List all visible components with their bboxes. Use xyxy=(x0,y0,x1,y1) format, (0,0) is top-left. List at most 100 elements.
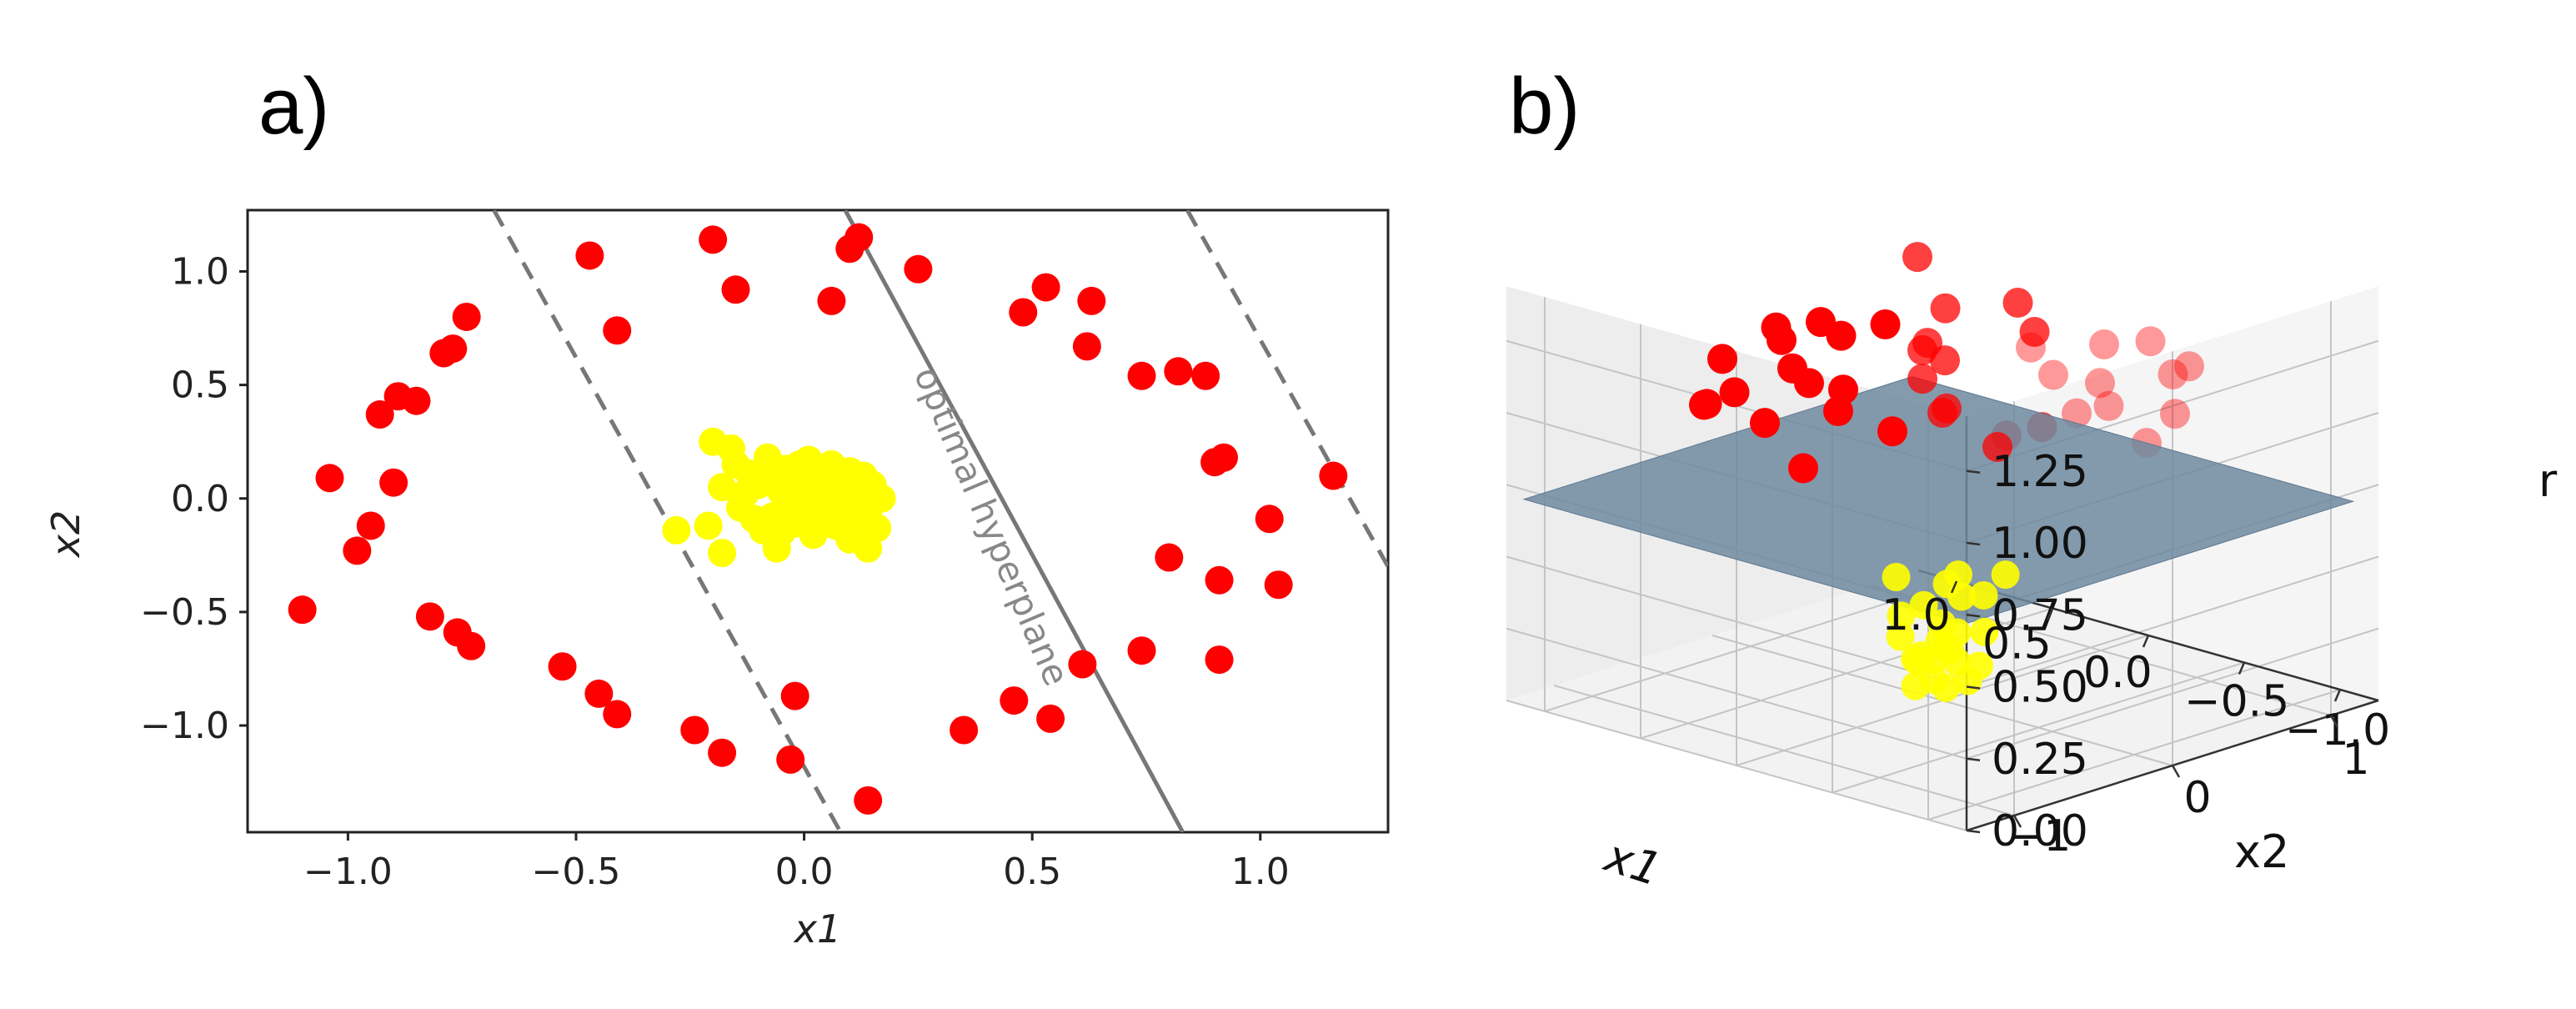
x-tick-label: −1.0 xyxy=(303,851,393,893)
outer-class-point xyxy=(315,464,344,493)
panel-b-y-axis-label: x2 xyxy=(2234,826,2289,878)
panel-b-x-axis-label: x1 xyxy=(1597,829,1667,896)
red-point-3d xyxy=(1982,432,2012,462)
panel-a-label: a) xyxy=(258,62,329,151)
panel-a-x-axis-label: x1 xyxy=(793,906,842,951)
red-point-3d xyxy=(1689,389,1719,420)
margin-line-2 xyxy=(1185,210,1388,568)
x2-tick-mark xyxy=(2012,815,2022,828)
yellow-point-3d xyxy=(1886,622,1915,651)
x-tick-label: 0.5 xyxy=(1003,851,1061,893)
yellow-point-3d xyxy=(1969,580,1998,610)
outer-class-point xyxy=(1191,361,1220,390)
red-point-3d xyxy=(1912,328,1942,359)
grid-line xyxy=(1966,555,2379,688)
panel-b-z-axis-label: r xyxy=(2538,454,2558,507)
outer-class-point xyxy=(1127,361,1156,390)
panel-a-y-axis-label-text: x2 xyxy=(43,510,88,560)
outer-class-point xyxy=(584,679,614,708)
x-tick-label: 1.0 xyxy=(1231,851,1290,893)
red-point-3d xyxy=(1794,368,1824,399)
outer-class-point xyxy=(708,738,737,767)
yellow-point-3d xyxy=(1944,560,1972,590)
x1-tick-label: −1.0 xyxy=(2285,705,2390,755)
outer-class-point xyxy=(548,652,577,681)
r-tick-label: 1.00 xyxy=(1992,519,2088,569)
red-point-3d xyxy=(1902,242,1932,273)
outer-class-point xyxy=(1319,461,1348,490)
x1-tick-mark xyxy=(2238,662,2246,675)
x1-tick-label: −0.5 xyxy=(2184,677,2289,727)
red-point-3d xyxy=(1719,377,1750,408)
inner-class-point xyxy=(694,511,723,540)
outer-class-point xyxy=(1036,704,1065,733)
outer-class-point xyxy=(904,254,933,284)
red-point-3d xyxy=(1870,309,1901,339)
red-point-3d xyxy=(2019,316,2050,347)
red-point-3d xyxy=(2093,390,2124,421)
inner-class-point xyxy=(863,514,892,543)
grid-line xyxy=(1506,627,1967,760)
r-tick-mark xyxy=(1966,757,1981,761)
red-point-3d xyxy=(1767,324,1797,355)
r-tick-mark xyxy=(1966,829,1981,834)
outer-class-point xyxy=(1031,273,1060,302)
outer-class-point xyxy=(1155,543,1184,572)
outer-class-point xyxy=(1264,570,1293,600)
outer-class-point xyxy=(452,302,481,331)
y-tick-label: −1.0 xyxy=(140,705,229,747)
outer-class-point xyxy=(1009,298,1038,327)
outer-class-point xyxy=(1205,645,1234,675)
yellow-point-3d xyxy=(1882,563,1911,591)
outer-class-point xyxy=(603,316,632,345)
outer-class-point xyxy=(844,223,874,252)
outer-class-point xyxy=(1255,504,1284,534)
red-point-3d xyxy=(2160,399,2190,429)
outer-class-point xyxy=(457,631,486,660)
outer-class-point xyxy=(680,715,709,745)
outer-class-point xyxy=(699,225,728,254)
r-tick-label: 1.25 xyxy=(1992,447,2088,497)
outer-class-point xyxy=(1068,650,1097,679)
red-point-3d xyxy=(1932,393,1962,424)
red-point-3d xyxy=(2002,288,2033,319)
outer-class-point xyxy=(776,745,805,774)
grid-line xyxy=(1966,627,2379,760)
red-point-3d xyxy=(1788,453,1818,484)
red-point-3d xyxy=(1823,396,1853,426)
x-tick-label: −0.5 xyxy=(532,851,621,893)
outer-class-point xyxy=(1205,565,1234,595)
panel-b-label: b) xyxy=(1509,62,1580,151)
yellow-point-3d xyxy=(1947,582,1976,611)
outer-class-point xyxy=(950,715,979,745)
red-point-3d xyxy=(2135,326,2166,357)
outer-class-point xyxy=(817,286,846,315)
yellow-point-3d xyxy=(1887,601,1916,630)
r-tick-label: 0.00 xyxy=(1992,806,2088,856)
outer-class-point xyxy=(356,511,385,540)
outer-class-point xyxy=(1164,357,1193,386)
outer-class-point xyxy=(1077,286,1106,315)
y-tick-label: −0.5 xyxy=(140,591,229,634)
x2-tick-label: −1 xyxy=(2007,811,2072,861)
r-tick-label: 0.25 xyxy=(1992,735,2088,785)
panel-b-3d-scatter-plot: 1.25 1.00 0.75 0.50 0.25 0.00 1.0 0.5 0.0 −0.5−1.… xyxy=(1506,242,2558,896)
outer-class-point xyxy=(721,275,750,304)
inner-class-point xyxy=(708,539,737,568)
red-point-3d xyxy=(1930,293,1961,324)
x2-tick-mark xyxy=(2171,765,2181,778)
outer-class-point xyxy=(1127,636,1156,665)
x1-tick-mark xyxy=(2142,635,2150,648)
red-point-3d xyxy=(2174,351,2204,382)
red-point-3d xyxy=(2038,359,2068,390)
red-point-3d xyxy=(2158,359,2188,389)
grid-line xyxy=(1553,685,2015,816)
r-tick-mark xyxy=(1966,614,1981,618)
yellow-point-3d xyxy=(1970,617,1999,646)
x1-tick-mark xyxy=(2046,608,2054,620)
x2-tick-label: 1 xyxy=(2342,735,2369,785)
r-tick-mark xyxy=(1966,469,1981,474)
outer-class-point xyxy=(365,400,394,429)
outer-class-point xyxy=(415,602,444,631)
